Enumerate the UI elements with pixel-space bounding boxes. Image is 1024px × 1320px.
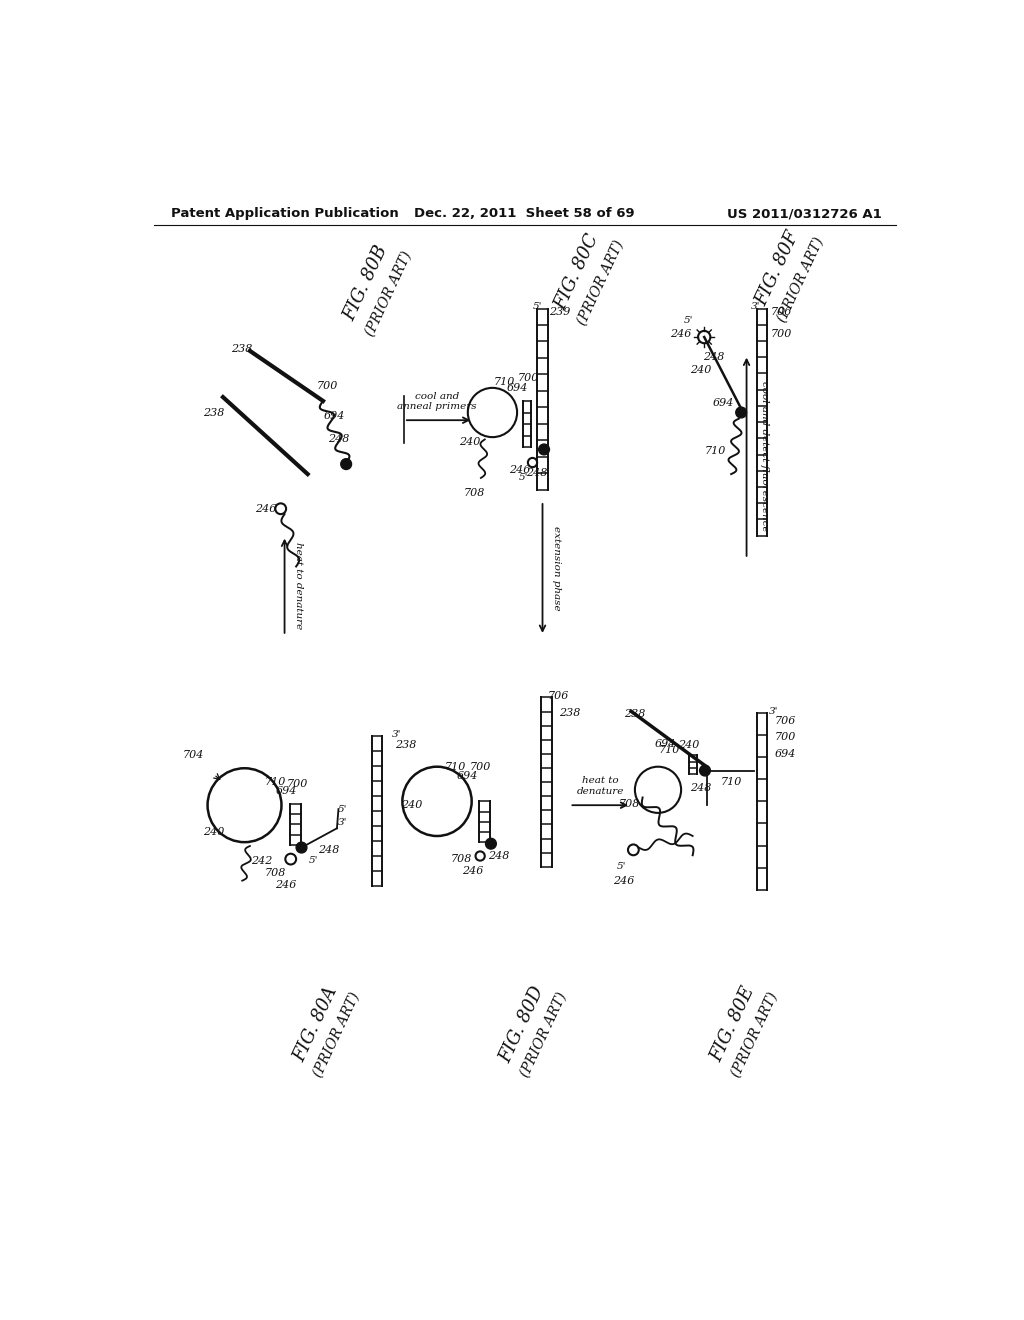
Text: 240: 240 <box>203 828 224 837</box>
Text: 5': 5' <box>338 805 347 813</box>
Text: 694: 694 <box>655 739 677 748</box>
Text: (PRIOR ART): (PRIOR ART) <box>517 990 569 1080</box>
Text: 3': 3' <box>338 817 347 826</box>
Text: 700: 700 <box>770 329 792 339</box>
Text: 694: 694 <box>507 383 527 393</box>
Text: 694: 694 <box>713 399 734 408</box>
Text: 246: 246 <box>463 866 484 876</box>
Text: 706: 706 <box>770 308 792 317</box>
Circle shape <box>539 444 550 455</box>
Text: 3': 3' <box>769 706 778 715</box>
Text: 694: 694 <box>774 750 796 759</box>
Text: heat to denature: heat to denature <box>294 543 303 630</box>
Text: heat to
denature: heat to denature <box>577 776 624 796</box>
Circle shape <box>485 838 497 849</box>
Text: 240: 240 <box>459 437 480 446</box>
Text: 706: 706 <box>774 715 796 726</box>
Text: 3': 3' <box>391 730 401 739</box>
Text: 238: 238 <box>559 708 581 718</box>
Text: 248: 248 <box>328 434 349 445</box>
Circle shape <box>699 766 711 776</box>
Text: 5': 5' <box>532 302 542 310</box>
Text: 700: 700 <box>518 372 540 383</box>
Text: 238: 238 <box>395 741 417 750</box>
Text: 3': 3' <box>751 302 761 310</box>
Text: 238: 238 <box>231 345 253 354</box>
Text: 248: 248 <box>318 845 340 855</box>
Text: 708: 708 <box>451 854 472 865</box>
Text: 242: 242 <box>251 855 272 866</box>
Text: cool and detect fluorescence: cool and detect fluorescence <box>761 381 769 532</box>
Text: FIG. 80C: FIG. 80C <box>552 231 602 313</box>
Text: Patent Application Publication: Patent Application Publication <box>171 207 398 220</box>
Text: 700: 700 <box>774 733 796 742</box>
Text: 248: 248 <box>487 851 509 861</box>
Text: 246: 246 <box>612 875 634 886</box>
Text: 710: 710 <box>444 762 466 772</box>
Text: extension phase: extension phase <box>552 527 561 611</box>
Text: (PRIOR ART): (PRIOR ART) <box>362 249 415 338</box>
Text: 240: 240 <box>690 366 711 375</box>
Text: 248: 248 <box>525 467 547 478</box>
Circle shape <box>736 407 746 418</box>
Text: 5': 5' <box>518 474 528 482</box>
Text: 248: 248 <box>703 352 725 362</box>
Text: 240: 240 <box>678 741 699 750</box>
Text: (PRIOR ART): (PRIOR ART) <box>311 990 362 1080</box>
Text: 710: 710 <box>658 744 680 755</box>
Text: 700: 700 <box>316 380 338 391</box>
Text: 700: 700 <box>469 762 490 772</box>
Text: 5': 5' <box>617 862 627 871</box>
Text: FIG. 80B: FIG. 80B <box>340 243 391 323</box>
Text: (PRIOR ART): (PRIOR ART) <box>728 990 780 1080</box>
Text: FIG. 80A: FIG. 80A <box>290 985 341 1065</box>
Text: 694: 694 <box>324 412 345 421</box>
Circle shape <box>341 459 351 470</box>
Text: 238: 238 <box>625 709 645 719</box>
Text: 248: 248 <box>690 783 711 793</box>
Text: 246: 246 <box>671 329 692 339</box>
Text: 706: 706 <box>548 690 569 701</box>
Text: 700: 700 <box>286 779 307 788</box>
Text: 710: 710 <box>721 777 741 787</box>
Text: US 2011/0312726 A1: US 2011/0312726 A1 <box>727 207 882 220</box>
Text: 5': 5' <box>684 315 693 325</box>
Text: cool and
anneal primers: cool and anneal primers <box>397 392 477 412</box>
Text: FIG. 80E: FIG. 80E <box>708 985 758 1065</box>
Text: 694: 694 <box>457 771 478 781</box>
Text: 239: 239 <box>550 308 571 317</box>
Text: 710: 710 <box>494 376 515 387</box>
Text: 246: 246 <box>509 465 530 475</box>
Text: 710: 710 <box>264 777 286 787</box>
Text: 704: 704 <box>183 750 205 760</box>
Text: (PRIOR ART): (PRIOR ART) <box>775 235 826 323</box>
Text: 708: 708 <box>464 488 485 499</box>
Text: 238: 238 <box>203 408 224 417</box>
Text: 710: 710 <box>706 446 726 455</box>
Text: 694: 694 <box>275 787 297 796</box>
Text: 708: 708 <box>264 869 286 878</box>
Text: 708: 708 <box>618 799 640 809</box>
Text: Dec. 22, 2011  Sheet 58 of 69: Dec. 22, 2011 Sheet 58 of 69 <box>415 207 635 220</box>
Text: 246: 246 <box>275 880 297 890</box>
Text: (PRIOR ART): (PRIOR ART) <box>574 239 626 327</box>
Circle shape <box>296 842 307 853</box>
Text: FIG. 80F: FIG. 80F <box>753 228 803 309</box>
Text: 246: 246 <box>255 504 276 513</box>
Text: 5': 5' <box>309 857 318 865</box>
Text: FIG. 80D: FIG. 80D <box>497 983 547 1065</box>
Text: 240: 240 <box>401 800 422 810</box>
